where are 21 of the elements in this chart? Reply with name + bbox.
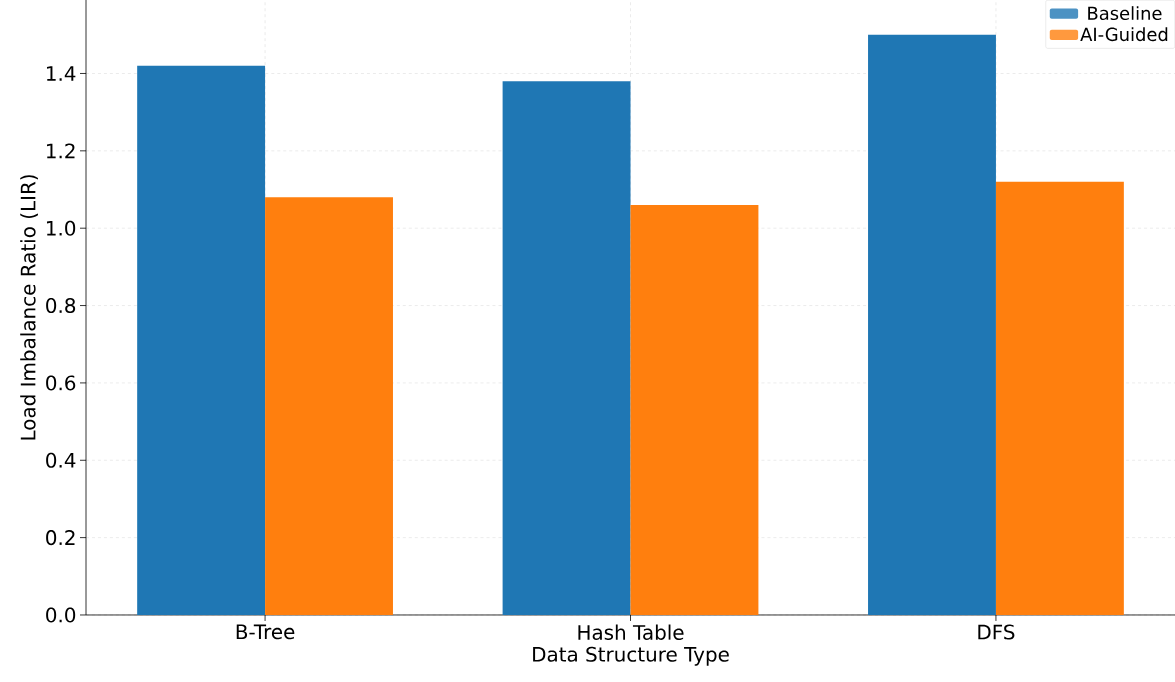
y-tick-label: 0.4 bbox=[46, 452, 76, 468]
x-tick-label: Hash Table bbox=[578, 624, 684, 640]
y-tick-label: 0.2 bbox=[46, 530, 75, 546]
y-tick-label: 1.0 bbox=[46, 220, 76, 236]
y-tick-label: 1.4 bbox=[46, 66, 76, 81]
y-tick-label: 0.0 bbox=[46, 607, 76, 623]
x-tick-label: B-Tree bbox=[236, 624, 295, 640]
y-tick-label: 0.8 bbox=[46, 298, 76, 314]
legend-label: Baseline bbox=[1088, 6, 1162, 21]
bar bbox=[995, 181, 1124, 615]
bar bbox=[137, 65, 266, 615]
bar bbox=[265, 197, 393, 615]
y-tick-label: 1.2 bbox=[46, 143, 75, 159]
bar bbox=[630, 204, 759, 615]
legend-label: AI-Guided bbox=[1080, 27, 1168, 42]
x-axis-title: Data Structure Type bbox=[533, 646, 729, 666]
x-tick-label: DFS bbox=[978, 624, 1015, 640]
y-tick-label: 0.6 bbox=[46, 375, 76, 391]
y-axis-title: Load Imbalance Ratio (LIR) bbox=[20, 175, 38, 440]
bar bbox=[868, 34, 996, 615]
bar bbox=[502, 81, 631, 615]
